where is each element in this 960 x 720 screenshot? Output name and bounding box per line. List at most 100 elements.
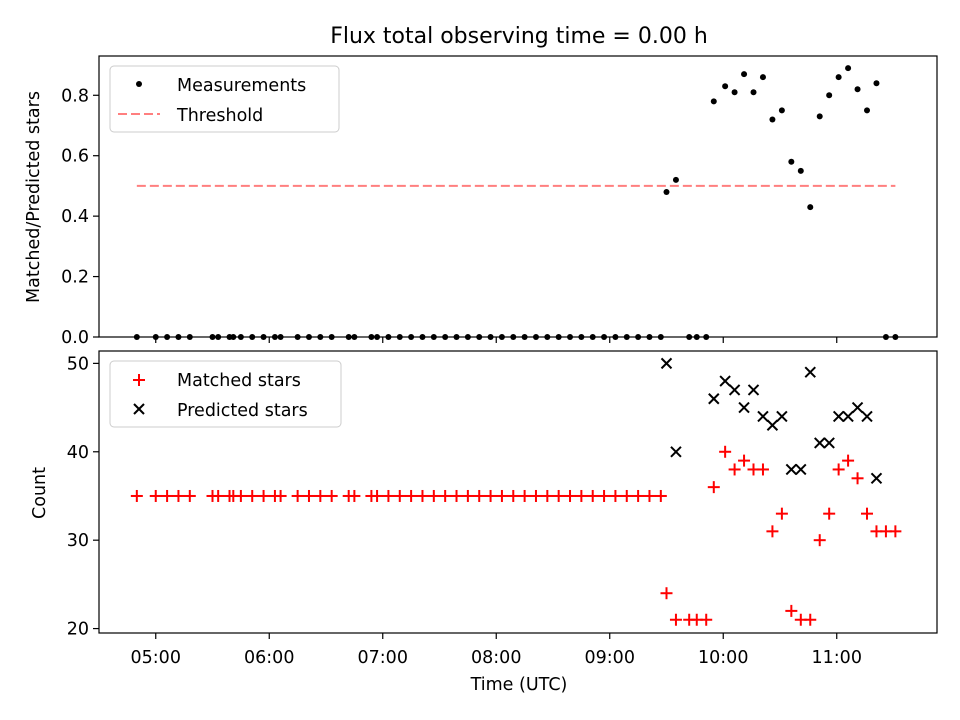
bottom-y-tick-label: 50 <box>67 354 89 374</box>
matched-point <box>427 489 440 502</box>
predicted-point <box>708 393 720 405</box>
matched-point <box>257 489 270 502</box>
measurement-point <box>769 116 776 123</box>
matched-point <box>804 613 817 626</box>
matched-point <box>325 489 338 502</box>
matched-point <box>149 489 162 502</box>
matched-point <box>832 463 845 476</box>
matched-point <box>161 489 174 502</box>
matched-point <box>700 613 713 626</box>
matched-point <box>382 489 395 502</box>
matched-point <box>861 507 874 520</box>
predicted-point <box>861 410 873 423</box>
matched-point <box>172 489 185 502</box>
matched-point <box>598 489 611 502</box>
top-legend: Measurements Threshold <box>109 65 340 133</box>
chart-title: Flux total observing time = 0.00 h <box>330 24 708 49</box>
bottom-axes-frame <box>98 350 938 634</box>
bottom-panel: 20 30 40 50 05:00 06:00 07:00 08:00 09:00 10:00 1… <box>30 350 938 695</box>
x-axis-label: Time (UTC) <box>470 675 568 695</box>
matched-point <box>405 489 418 502</box>
x-tick-label: 10:00 <box>698 648 748 668</box>
matched-point <box>813 534 826 547</box>
predicted-point <box>728 384 741 396</box>
matched-point <box>495 489 508 502</box>
matched-point <box>842 454 855 467</box>
predicted-point <box>851 401 864 414</box>
matched-point <box>707 481 720 494</box>
top-axes-frame <box>98 55 938 338</box>
matched-point <box>183 489 196 502</box>
predicted-point <box>719 375 731 387</box>
matched-point <box>738 454 751 467</box>
predicted-point <box>757 410 769 423</box>
measurement-point <box>864 107 871 114</box>
matched-point <box>654 489 667 502</box>
measurement-point <box>826 92 833 99</box>
bottom-y-tick-label: 40 <box>67 443 89 463</box>
matched-point <box>473 489 486 502</box>
top-y-tick-label: 0.2 <box>61 268 89 288</box>
measurement-point <box>778 107 785 114</box>
matched-point <box>416 489 429 502</box>
predicted-point <box>832 410 845 423</box>
bottom-ylabel: Count <box>30 467 50 519</box>
measurement-point <box>750 89 757 96</box>
measurement-point <box>672 176 679 183</box>
matched-point <box>234 489 247 502</box>
legend-measurements-marker <box>136 81 142 87</box>
legend-threshold-label: Threshold <box>176 106 263 126</box>
predicted-point <box>870 472 883 485</box>
matched-point <box>439 489 452 502</box>
matched-point <box>564 489 577 502</box>
measurement-point <box>788 158 795 165</box>
matched-point <box>785 604 798 617</box>
matched-point <box>889 525 902 538</box>
matched-point <box>130 489 143 502</box>
matched-point <box>348 489 361 502</box>
matched-point <box>450 489 463 502</box>
matched-point <box>291 489 304 502</box>
measurement-point <box>873 80 880 87</box>
x-tick-label: 05:00 <box>131 648 181 668</box>
bottom-legend: Matched stars Predicted stars <box>109 360 342 428</box>
measurement-point <box>663 188 670 195</box>
bottom-y-tick-label: 30 <box>67 531 89 551</box>
matched-point <box>212 489 225 502</box>
measurement-point <box>797 167 804 174</box>
measurement-point <box>807 204 814 211</box>
predicted-point <box>785 463 798 476</box>
top-ylabel: Matched/Predicted stars <box>24 91 44 303</box>
matched-point <box>669 613 682 626</box>
matched-point <box>775 507 788 520</box>
top-panel: 0.00.20.40.60.8 Matched/Predicted stars … <box>24 55 938 348</box>
matched-point <box>586 489 599 502</box>
legend-measurements-label: Measurements <box>177 76 306 96</box>
matched-point <box>728 463 741 476</box>
matched-point <box>609 489 622 502</box>
matched-point <box>314 489 327 502</box>
predicted-point <box>738 401 750 414</box>
matched-point <box>660 587 673 600</box>
measurement-point <box>845 65 852 72</box>
measurement-point <box>722 83 729 90</box>
matched-point <box>575 489 588 502</box>
predicted-point <box>804 366 816 378</box>
matched-point <box>851 472 864 485</box>
bottom-y-tick-label: 20 <box>67 620 89 640</box>
predicted-point <box>842 410 854 423</box>
x-tick-label: 06:00 <box>244 648 294 668</box>
predicted-point <box>670 446 682 458</box>
matched-point <box>756 463 769 476</box>
predicted-point <box>814 437 826 449</box>
matched-point <box>632 489 645 502</box>
measurement-point <box>731 89 738 96</box>
matched-point <box>766 525 779 538</box>
measurement-point <box>710 98 717 105</box>
matched-point <box>484 489 497 502</box>
matched-point <box>518 489 531 502</box>
measurement-point <box>759 74 766 81</box>
matched-point <box>302 489 315 502</box>
predicted-point <box>776 410 788 423</box>
